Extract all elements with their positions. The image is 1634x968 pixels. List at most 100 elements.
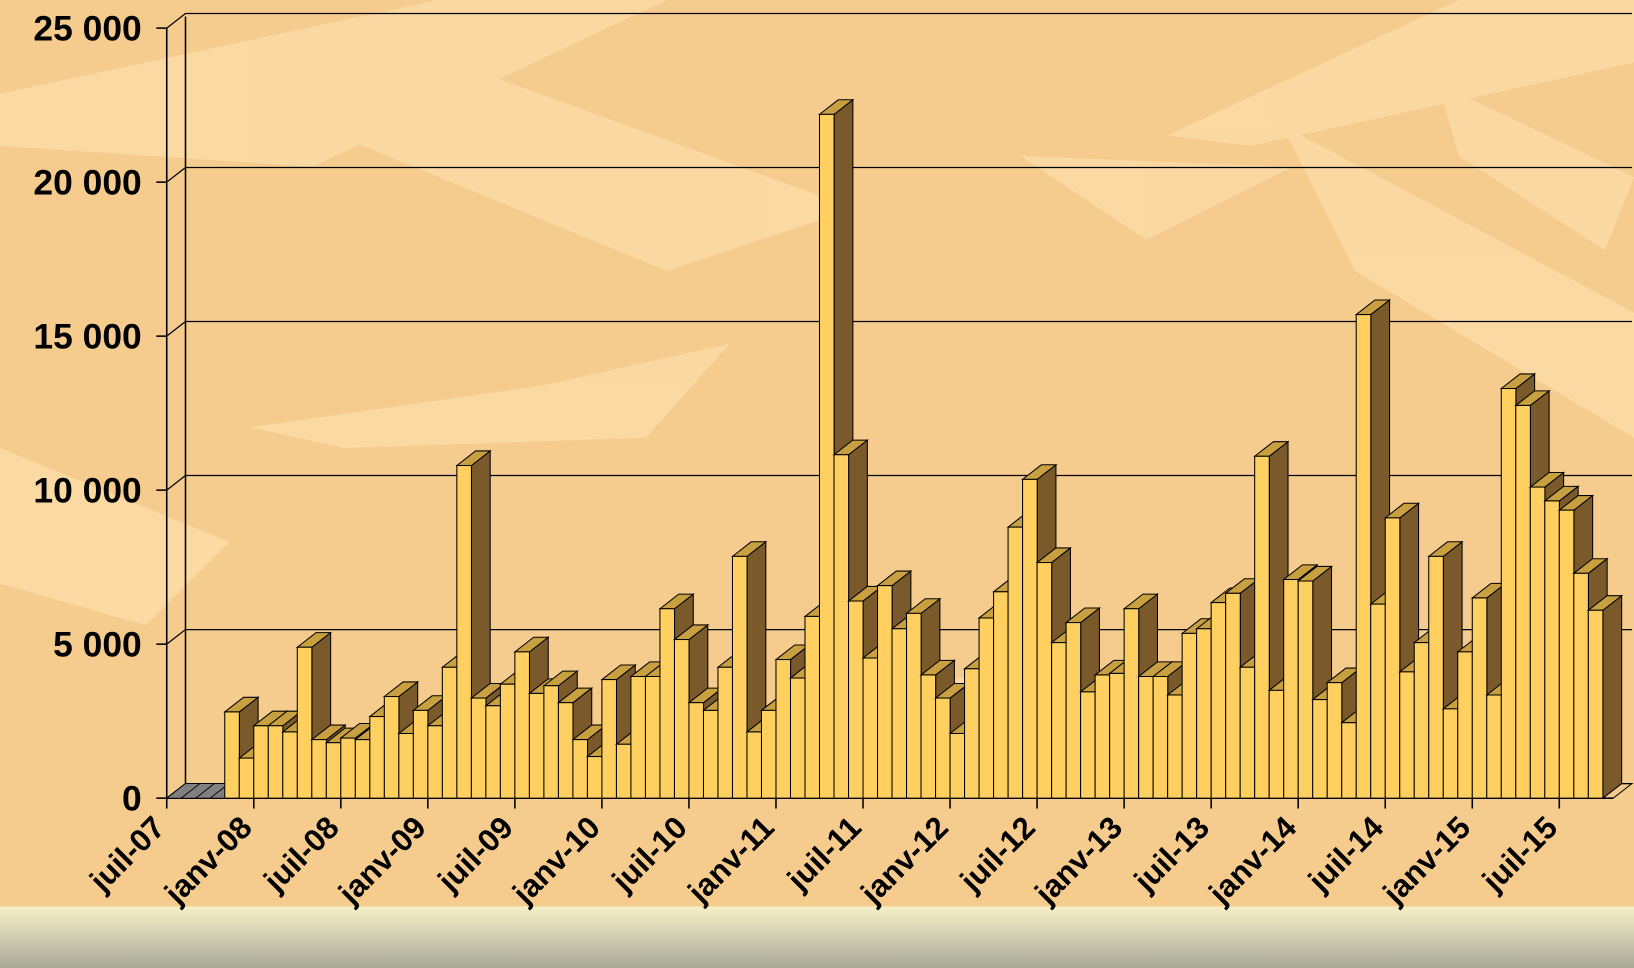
bar-front	[833, 454, 850, 799]
grid-line	[166, 320, 1632, 337]
bar-front	[1283, 578, 1299, 799]
y-tick-label: 25 000	[33, 9, 141, 49]
bar-front	[383, 695, 400, 799]
bar-front	[964, 668, 980, 799]
bar-front	[935, 697, 951, 799]
bar-front	[906, 612, 922, 799]
bar-front	[296, 646, 313, 799]
bar-front	[1007, 526, 1024, 799]
bar-front	[1196, 628, 1212, 799]
bar-front	[630, 675, 647, 799]
bar-front	[601, 679, 618, 799]
bar-front	[659, 608, 676, 799]
bar-front	[1399, 671, 1415, 799]
bar-front	[673, 639, 690, 799]
bar-front	[1181, 632, 1198, 799]
bar-front	[398, 732, 414, 799]
bar-front	[1471, 597, 1488, 799]
bar-front	[1515, 404, 1531, 799]
bar-front	[456, 464, 472, 799]
bar-front	[1210, 602, 1227, 799]
bar-front	[1457, 651, 1473, 799]
y-tick-label: 5 000	[53, 625, 142, 665]
bar-front	[1355, 314, 1372, 799]
bar-front	[340, 737, 356, 799]
bar-front	[920, 674, 937, 799]
y-tick-label: 0	[122, 779, 142, 819]
bar-front	[572, 739, 589, 799]
bar-front	[427, 725, 443, 799]
bar-front	[238, 757, 255, 799]
bar-front	[543, 685, 559, 799]
bar-front	[862, 657, 879, 799]
bar-front	[1036, 562, 1053, 799]
bar-front	[369, 716, 385, 799]
bar-front	[441, 666, 458, 799]
bar-front	[1167, 694, 1183, 799]
bar-front	[775, 659, 792, 799]
bar-front	[1573, 572, 1589, 799]
bar-front	[1268, 689, 1285, 799]
bar-front	[1022, 478, 1038, 799]
bar-side	[1602, 594, 1623, 800]
bar-front	[1080, 691, 1096, 799]
bar-front	[789, 677, 806, 799]
bar-front	[1094, 674, 1111, 799]
bar-front	[978, 617, 995, 799]
bar-front	[993, 591, 1009, 799]
bar	[1586, 594, 1624, 800]
bar-front	[1225, 592, 1241, 799]
y-tick-label: 20 000	[33, 163, 141, 203]
bar-front	[325, 742, 342, 799]
bar-front	[1051, 642, 1067, 799]
bar-front	[267, 725, 284, 799]
bar-front	[224, 711, 240, 799]
bar-front	[282, 731, 298, 799]
bar-front	[1138, 675, 1154, 799]
bar-front	[1413, 642, 1430, 799]
bar-front	[499, 683, 516, 799]
footer-strip	[0, 906, 1634, 968]
bar-front	[1341, 722, 1357, 799]
bar-front	[1558, 509, 1575, 799]
bar-front	[311, 739, 327, 799]
bar-front	[1384, 517, 1401, 799]
bar-front	[847, 600, 864, 799]
bar-front	[557, 702, 574, 799]
bar-front	[1297, 580, 1314, 799]
bar-front	[1109, 672, 1125, 799]
bar-front	[1544, 500, 1560, 799]
bar-front	[760, 709, 777, 799]
grid-line	[166, 474, 1632, 491]
bar-front	[688, 702, 705, 799]
bar-front	[1065, 622, 1082, 799]
bar-front	[804, 615, 821, 799]
y-tick-label: 10 000	[33, 471, 141, 511]
bar-front	[644, 675, 661, 799]
bar-front	[877, 585, 893, 799]
bar-front	[1254, 455, 1270, 799]
bar-front	[949, 732, 966, 799]
bar-front	[1529, 486, 1546, 799]
bar-front	[1370, 603, 1386, 799]
bar-front	[1486, 694, 1502, 799]
bar-front	[528, 692, 545, 799]
y-tick-label: 15 000	[33, 317, 141, 357]
bar-front	[586, 756, 603, 799]
bar-front	[1326, 682, 1343, 799]
bar-front	[1428, 555, 1444, 799]
bar-front	[615, 743, 632, 799]
bar-front	[1500, 387, 1517, 799]
bar-front	[818, 113, 835, 799]
bar-front	[1587, 609, 1604, 799]
bar-front	[514, 651, 530, 799]
bar-front	[354, 739, 371, 799]
bar-front	[746, 731, 763, 799]
grid-line	[166, 12, 1632, 29]
bar-front	[485, 705, 501, 799]
bar-front	[702, 709, 719, 799]
bar-front	[731, 555, 748, 799]
bar-front	[1239, 666, 1256, 799]
bar-front	[1152, 675, 1169, 799]
